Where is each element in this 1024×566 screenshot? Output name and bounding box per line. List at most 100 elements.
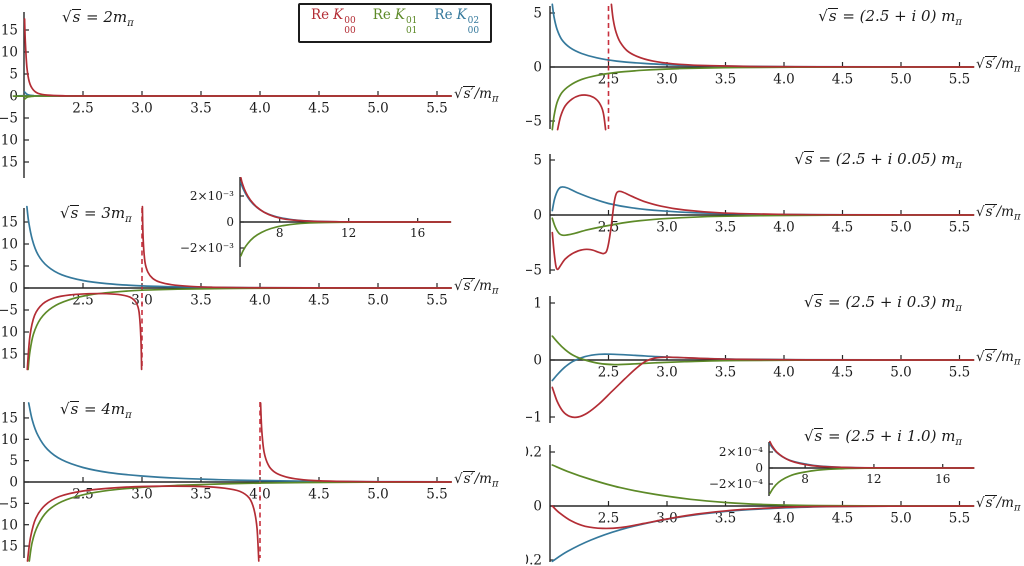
x-tick-label: 3.5 bbox=[715, 72, 736, 88]
x-tick-label: 3.5 bbox=[715, 511, 736, 527]
inset-chart-3mpi: 8 12 16 2×10⁻³ 0 −2×10⁻³ bbox=[180, 176, 452, 267]
legend-sup-sub: 01 01 bbox=[405, 16, 418, 37]
x-tick-label: 3.0 bbox=[656, 220, 677, 236]
panel-title-4mpi: √s = 4mπ bbox=[60, 400, 132, 421]
sqrt-arg: s′ bbox=[984, 56, 997, 72]
sqrt-sign: √ bbox=[803, 293, 814, 311]
pi-subscript: π bbox=[955, 17, 962, 28]
x-tick-label: 3.0 bbox=[656, 365, 677, 381]
panel-sqrt-s-2p5-i0p05-chart: 2.5 3.0 3.5 4.0 4.5 5.0 5.5 5 0 −5 bbox=[526, 153, 975, 276]
x-tick-label: 12 bbox=[341, 226, 356, 240]
y-tick-label: 5 bbox=[9, 67, 18, 83]
y-tick-label: −15 bbox=[0, 155, 18, 171]
sqrt-sign: √ bbox=[454, 86, 463, 102]
y-tick-label: 5 bbox=[9, 259, 18, 275]
x-tick-label: 2.5 bbox=[598, 511, 619, 527]
title-rest: = (2.5 + i 0.05) m bbox=[813, 150, 956, 168]
x-tick-label: 5.0 bbox=[890, 220, 911, 236]
y-tick-label: −2×10⁻³ bbox=[180, 241, 234, 255]
y-tick-label: 1 bbox=[533, 296, 542, 312]
legend-re-label: Re bbox=[372, 7, 391, 23]
curve-ReK02-00 bbox=[551, 186, 975, 216]
y-tick-label: −10 bbox=[0, 517, 18, 533]
legend-subscript: 01 bbox=[405, 25, 418, 36]
x-tick-label: 4.0 bbox=[773, 72, 794, 88]
legend-re-label: Re bbox=[434, 7, 453, 23]
sqrt-arg: s′ bbox=[462, 278, 475, 294]
legend-item-ReK01-01: Re K 01 01 bbox=[373, 7, 418, 37]
legend-superscript: 01 bbox=[405, 16, 418, 26]
x-tick-label: 3.5 bbox=[715, 220, 736, 236]
title-rest: = 3m bbox=[79, 204, 126, 222]
panel-title-2p5-i1p0: √s = (2.5 + i 1.0) mπ bbox=[787, 427, 962, 448]
y-tick-label: 0 bbox=[755, 461, 763, 475]
x-tick-label: 5.5 bbox=[949, 72, 970, 88]
curve-ReK00-00 bbox=[141, 205, 453, 289]
sqrt-arg: s bbox=[69, 400, 80, 418]
legend-subscript: 00 bbox=[344, 25, 356, 36]
curve-ReK00-00 bbox=[26, 292, 143, 371]
curve-ReK01-01 bbox=[551, 214, 975, 237]
legend-superscript: 00 bbox=[344, 16, 356, 26]
curve-ReK00-00 bbox=[551, 356, 975, 419]
y-tick-label: −5 bbox=[0, 496, 18, 512]
x-tick-label: 3.5 bbox=[190, 101, 211, 117]
x-tick-label: 3.5 bbox=[190, 293, 211, 309]
legend-sup-sub: 00 00 bbox=[344, 16, 356, 37]
x-tick-label: 2.5 bbox=[598, 365, 619, 381]
sqrt-sign: √ bbox=[976, 495, 985, 511]
x-tick-label: 16 bbox=[410, 226, 425, 240]
y-tick-label: 0.2 bbox=[526, 445, 542, 461]
x-tick-label: 5.0 bbox=[890, 511, 911, 527]
x-tick-label: 5.0 bbox=[890, 365, 911, 381]
curve-ReK00-00 bbox=[551, 505, 975, 530]
sqrt-arg: s′ bbox=[984, 495, 997, 511]
x-tick-label: 4.5 bbox=[308, 487, 329, 503]
sqrt-sign: √ bbox=[976, 204, 985, 220]
pi-subscript: π bbox=[491, 93, 499, 105]
x-tick-label: 4.5 bbox=[832, 72, 853, 88]
curve-ReK00-00 bbox=[610, 3, 975, 68]
sqrt-sign: √ bbox=[818, 7, 828, 25]
x-tick-label: 3.5 bbox=[190, 487, 211, 503]
sqrt-sign: √ bbox=[454, 471, 463, 487]
y-tick-label: 15 bbox=[1, 215, 18, 231]
axis-label-rest: /m bbox=[996, 349, 1014, 365]
x-axis-label: √s′/mπ bbox=[454, 86, 499, 105]
x-tick-label: 3.5 bbox=[715, 365, 736, 381]
x-tick-label: 5.5 bbox=[949, 220, 970, 236]
panel-title-2p5-i0p3: √s = (2.5 + i 0.3) mπ bbox=[787, 293, 962, 314]
panel-sqrt-s-2p5-i0p3-chart: 2.5 3.0 3.5 4.0 4.5 5.0 5.5 1 0 −1 bbox=[526, 296, 975, 425]
pi-subscript: π bbox=[1013, 502, 1021, 514]
curve-ReK01-01 bbox=[551, 335, 975, 366]
curve-ReK02-00 bbox=[27, 402, 453, 483]
x-tick-label: 5.0 bbox=[367, 293, 388, 309]
legend-re-label: Re bbox=[311, 7, 330, 23]
y-tick-label: −10 bbox=[0, 325, 18, 341]
x-tick-label: 12 bbox=[866, 472, 881, 486]
panel-title-3mpi: √s = 3mπ bbox=[60, 204, 132, 225]
panel-title-2mpi: √s = 2mπ bbox=[62, 8, 134, 29]
title-rest: = (2.5 + i 0) m bbox=[837, 7, 956, 25]
legend-k-symbol: K bbox=[333, 7, 344, 23]
legend: Re K 00 00 Re K 01 01 Re K 02 00 bbox=[298, 3, 493, 43]
pi-subscript: π bbox=[125, 214, 132, 225]
y-tick-label: −5 bbox=[0, 111, 18, 127]
curve-ReK00-00 bbox=[23, 18, 453, 97]
axis-label-rest: /m bbox=[474, 278, 492, 294]
y-tick-label: −15 bbox=[0, 347, 18, 363]
y-tick-label: −0.2 bbox=[526, 553, 542, 566]
x-tick-label: 16 bbox=[935, 472, 950, 486]
sqrt-sign: √ bbox=[454, 278, 463, 294]
x-tick-label: 5.5 bbox=[949, 511, 970, 527]
axis-label-rest: /m bbox=[996, 56, 1014, 72]
title-rest: = (2.5 + i 0.3) m bbox=[823, 293, 956, 311]
legend-item-ReK02-00: Re K 02 00 bbox=[434, 7, 479, 37]
x-tick-label: 5.0 bbox=[367, 101, 388, 117]
curve-ReK00-00 bbox=[240, 176, 452, 223]
y-tick-label: 0 bbox=[9, 281, 18, 297]
sqrt-arg: s′ bbox=[984, 349, 997, 365]
pi-subscript: π bbox=[125, 410, 132, 421]
